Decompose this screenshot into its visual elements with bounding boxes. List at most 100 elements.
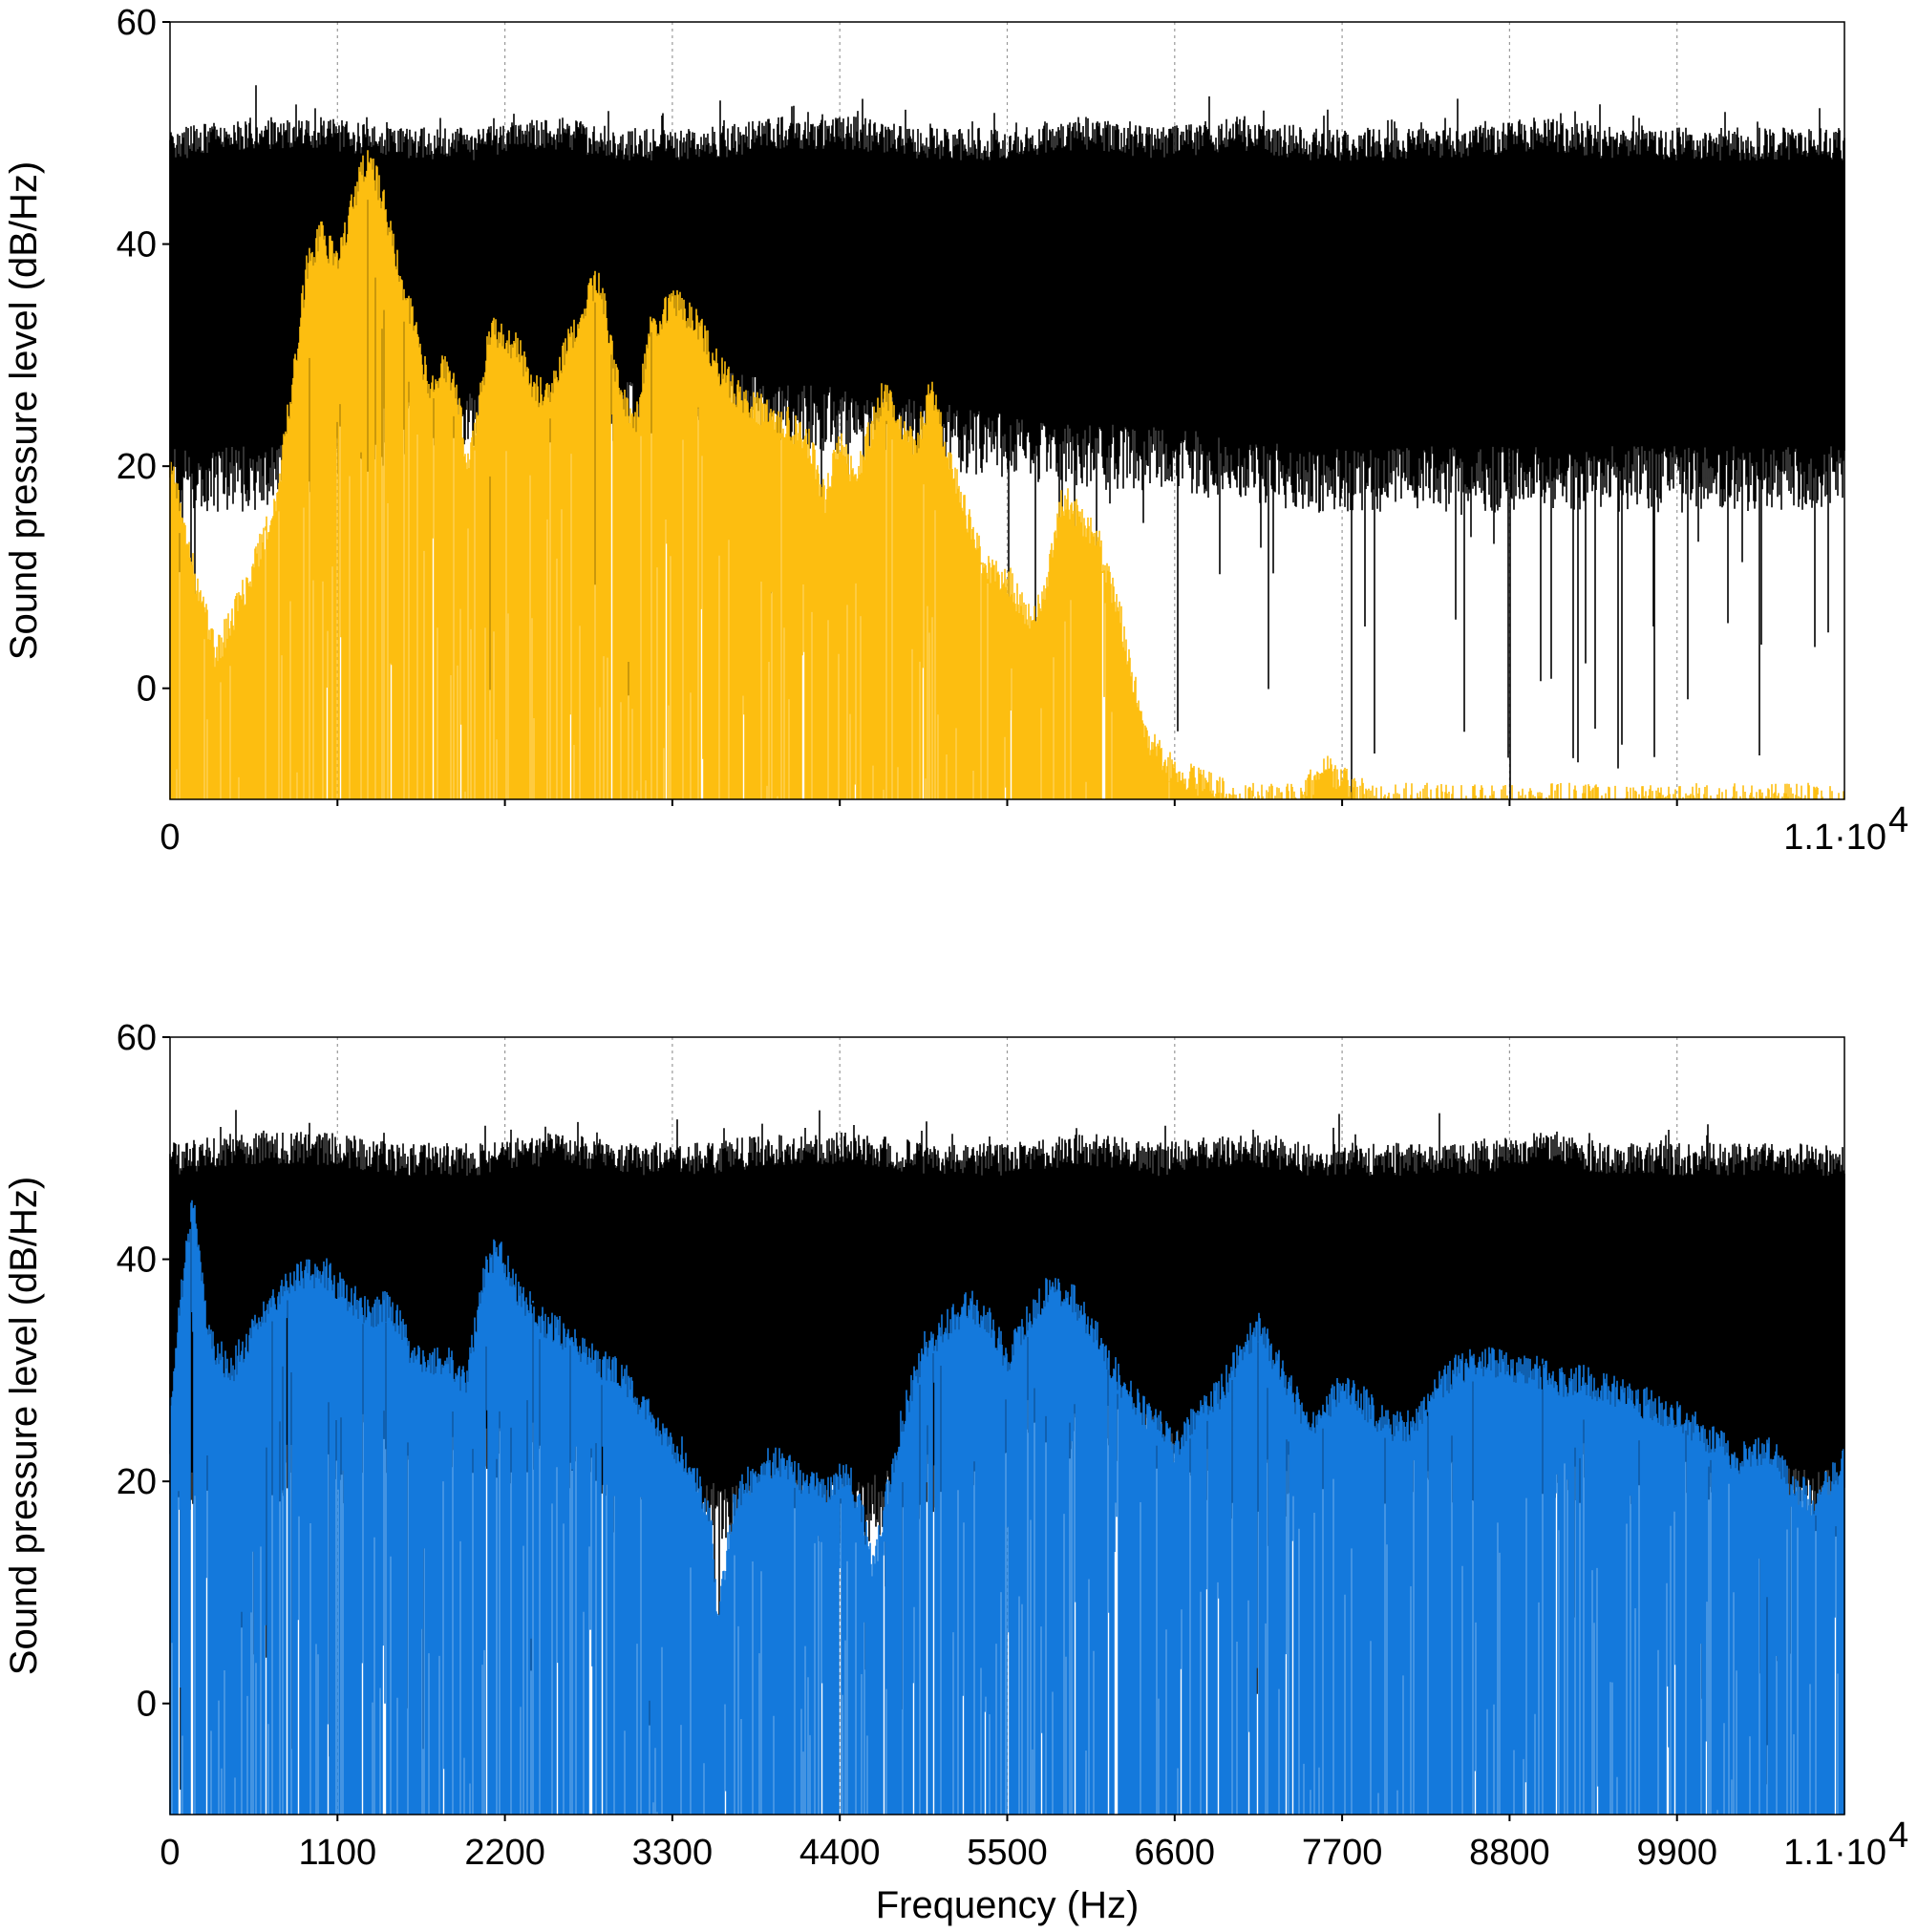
data-point: [702, 1158, 703, 1159]
data-point: [930, 143, 931, 144]
data-point: [443, 1359, 444, 1360]
data-point: [1143, 732, 1144, 733]
data-point: [1189, 776, 1190, 777]
data-point: [870, 433, 871, 434]
bottom-panel: 0 20 40 60 0 1100 2200 3300 4400 5500 6600 7700 8800…: [3, 1018, 1908, 1926]
data-point: [489, 332, 490, 333]
y-axis-title: Sound pressure level (dB/Hz): [3, 161, 45, 660]
data-point: [1083, 133, 1084, 134]
data-point: [184, 1259, 185, 1260]
data-point: [1311, 1158, 1312, 1159]
y-tick-label: 20: [117, 1462, 157, 1502]
data-point: [1007, 1359, 1008, 1360]
data-point: [1540, 133, 1541, 134]
data-point: [397, 265, 398, 266]
data-point: [1281, 1369, 1282, 1370]
data-point: [1212, 788, 1213, 789]
data-point: [1463, 143, 1464, 144]
data-point: [847, 1470, 848, 1471]
x-axis: 0 1.1·10 4: [160, 799, 1908, 858]
x-tick-label: 8800: [1469, 1833, 1550, 1873]
data-point: [1692, 143, 1693, 144]
data-point: [391, 1304, 392, 1305]
y-tick-label: 0: [137, 1685, 157, 1725]
data-point: [1120, 621, 1121, 622]
data-point: [397, 143, 398, 144]
data-point: [1814, 1503, 1815, 1504]
data-point: [1586, 1381, 1587, 1382]
data-point: [520, 354, 521, 355]
x-tick-label: 7700: [1302, 1833, 1383, 1873]
data-point: [497, 1247, 498, 1248]
data-point: [565, 344, 566, 345]
x-axis: 0 1100 2200 3300 4400 5500 6600 7700 8800 9900 1.1…: [160, 1815, 1908, 1873]
data-point: [1159, 143, 1160, 144]
data-point: [1768, 1158, 1769, 1159]
data-point: [627, 1381, 628, 1382]
data-point: [1311, 143, 1312, 144]
data-point: [474, 143, 475, 144]
data-point: [192, 1203, 193, 1204]
data-point: [1433, 1392, 1434, 1393]
data-point: [192, 565, 193, 566]
data-point: [1676, 1414, 1677, 1415]
data-point: [1410, 1425, 1411, 1426]
data-point: [687, 1458, 688, 1459]
data-point: [969, 1304, 970, 1305]
x-tick-label: 5500: [967, 1833, 1048, 1873]
data-point: [1342, 1381, 1343, 1382]
data-point: [1615, 1392, 1616, 1393]
data-point: [245, 588, 246, 589]
data-point: [1068, 1292, 1069, 1293]
y-axis-title: Sound pressure level (dB/Hz): [3, 1177, 45, 1675]
x-tick-label: 2200: [464, 1833, 545, 1873]
data-point: [443, 366, 444, 367]
data-point: [778, 1148, 779, 1149]
data-point: [1486, 1359, 1487, 1360]
data-point: [619, 388, 620, 389]
x-tick-label: 6600: [1135, 1833, 1216, 1873]
data-point: [322, 232, 323, 233]
data-point: [345, 1292, 346, 1293]
data-point: [474, 1158, 475, 1159]
data-point: [717, 1625, 718, 1626]
data-point: [1319, 1425, 1320, 1426]
data-point: [1159, 1158, 1160, 1159]
y-tick-label: 40: [117, 1241, 157, 1281]
data-point: [1509, 1369, 1510, 1370]
data-point: [1737, 1458, 1738, 1459]
top-panel: 0 20 40 60 0 1.1·10 4 Sound pressure level (dB/…: [3, 3, 1908, 858]
y-tick-label: 0: [137, 669, 157, 710]
data-point: [855, 133, 856, 134]
data-point: [702, 143, 703, 144]
data-point: [512, 1281, 513, 1282]
data-point: [1045, 599, 1046, 600]
data-point: [1166, 766, 1167, 767]
data-point: [215, 654, 216, 655]
data-point: [778, 133, 779, 134]
data-point: [1007, 1158, 1008, 1159]
data-point: [1174, 1448, 1175, 1449]
data-point: [1387, 143, 1388, 144]
x-tick-label: 3300: [632, 1833, 714, 1873]
data-point: [733, 1503, 734, 1504]
data-point: [565, 1336, 566, 1337]
data-point: [1083, 1148, 1084, 1149]
data-point: [550, 133, 551, 134]
data-point: [1768, 143, 1769, 144]
data-point: [778, 1458, 779, 1459]
data-point: [1197, 1414, 1198, 1415]
data-point: [604, 299, 605, 300]
data-point: [291, 388, 292, 389]
data-point: [1387, 1158, 1388, 1159]
x-tick-label: 1100: [298, 1833, 376, 1873]
data-point: [740, 399, 741, 400]
y-axis: 0 20 40 60: [117, 3, 170, 710]
data-point: [550, 1148, 551, 1149]
data-point: [991, 1326, 992, 1327]
data-point: [535, 1314, 536, 1315]
data-point: [946, 443, 947, 444]
data-point: [466, 466, 467, 467]
data-point: [322, 1148, 323, 1149]
data-point: [230, 1369, 231, 1370]
